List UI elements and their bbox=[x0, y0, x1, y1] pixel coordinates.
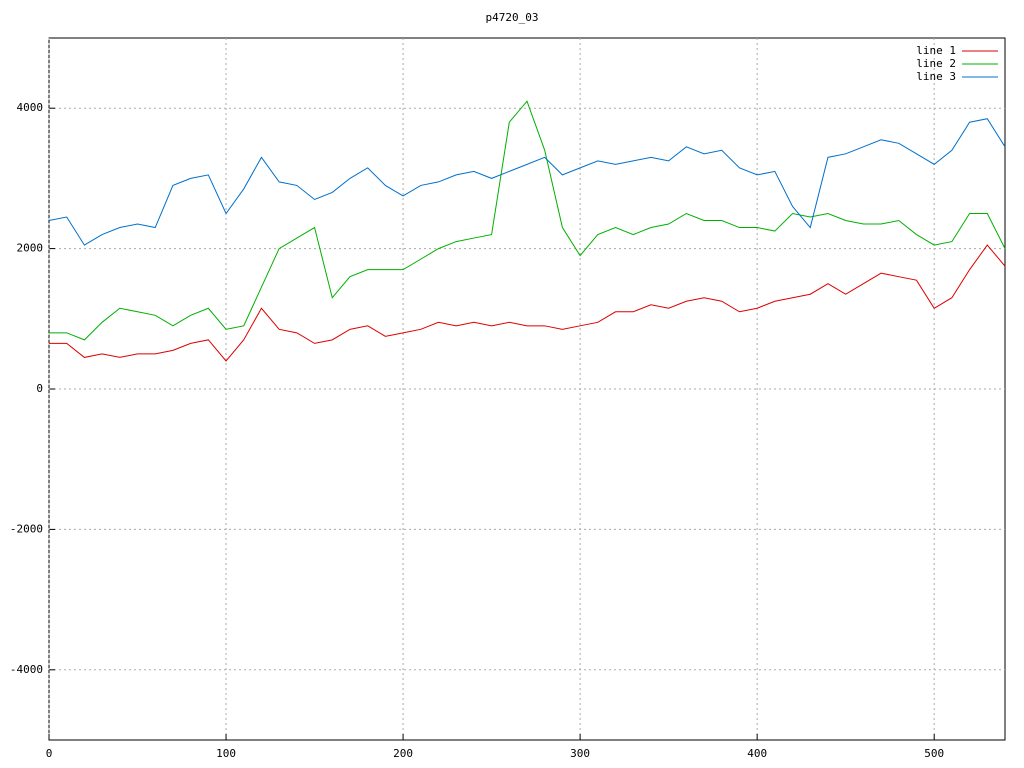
legend-label: line 2 bbox=[916, 57, 956, 70]
x-tick-label: 400 bbox=[747, 747, 767, 760]
legend-label: line 1 bbox=[916, 44, 956, 57]
x-tick-label: 100 bbox=[216, 747, 236, 760]
series-line bbox=[49, 244, 1006, 362]
series-line bbox=[48, 118, 1006, 246]
y-tick-label: -2000 bbox=[10, 522, 43, 535]
x-tick-label: 300 bbox=[570, 747, 590, 760]
y-tick-label: -4000 bbox=[10, 663, 43, 676]
y-tick-label: 0 bbox=[36, 382, 43, 395]
x-tick-label: 500 bbox=[924, 747, 944, 760]
y-tick-label: 4000 bbox=[17, 101, 44, 114]
series-line bbox=[49, 100, 1006, 341]
legend-label: line 3 bbox=[916, 70, 956, 83]
chart-title: p4720_03 bbox=[486, 11, 539, 24]
x-tick-label: 200 bbox=[393, 747, 413, 760]
x-tick-label: 0 bbox=[46, 747, 53, 760]
y-tick-label: 2000 bbox=[17, 242, 44, 255]
